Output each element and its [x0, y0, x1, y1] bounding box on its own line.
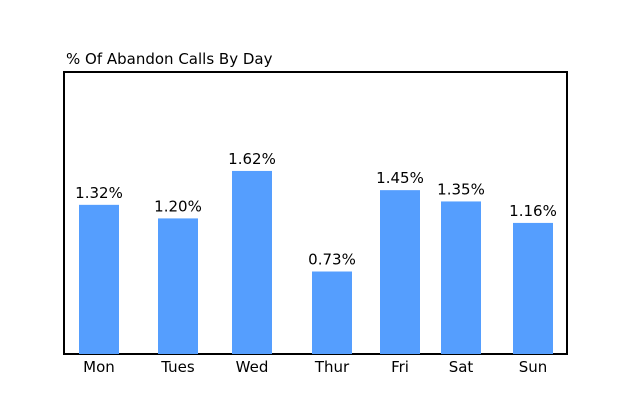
- bar-fri: [380, 190, 420, 354]
- x-tick-label-sun: Sun: [519, 358, 548, 376]
- x-tick-label-wed: Wed: [236, 358, 269, 376]
- x-tick-label-sat: Sat: [449, 358, 474, 376]
- bar-sun: [513, 222, 553, 354]
- data-label-thur: 0.73%: [308, 251, 356, 269]
- data-label-sun: 1.16%: [509, 202, 557, 220]
- x-tick-label-tues: Tues: [160, 358, 195, 376]
- data-label-fri: 1.45%: [376, 169, 424, 187]
- bar-sat: [441, 201, 481, 354]
- bar-mon: [79, 204, 119, 354]
- x-tick-labels-layer: Mon Tues Wed Thur Fri Sat Sun: [83, 358, 547, 376]
- bars-layer: [79, 170, 553, 354]
- chart-title: % Of Abandon Calls By Day: [66, 50, 273, 68]
- data-label-wed: 1.62%: [228, 150, 276, 168]
- x-tick-label-fri: Fri: [391, 358, 409, 376]
- x-tick-label-mon: Mon: [83, 358, 115, 376]
- data-labels-layer: 1.32% 1.20% 1.62% 0.73% 1.45% 1.35% 1.16%: [75, 150, 557, 269]
- bar-wed: [232, 170, 272, 354]
- data-label-tues: 1.20%: [154, 197, 202, 215]
- bar-tues: [158, 218, 198, 354]
- data-label-sat: 1.35%: [437, 180, 485, 198]
- x-tick-label-thur: Thur: [314, 358, 350, 376]
- data-label-mon: 1.32%: [75, 184, 123, 202]
- bar-thur: [312, 271, 352, 354]
